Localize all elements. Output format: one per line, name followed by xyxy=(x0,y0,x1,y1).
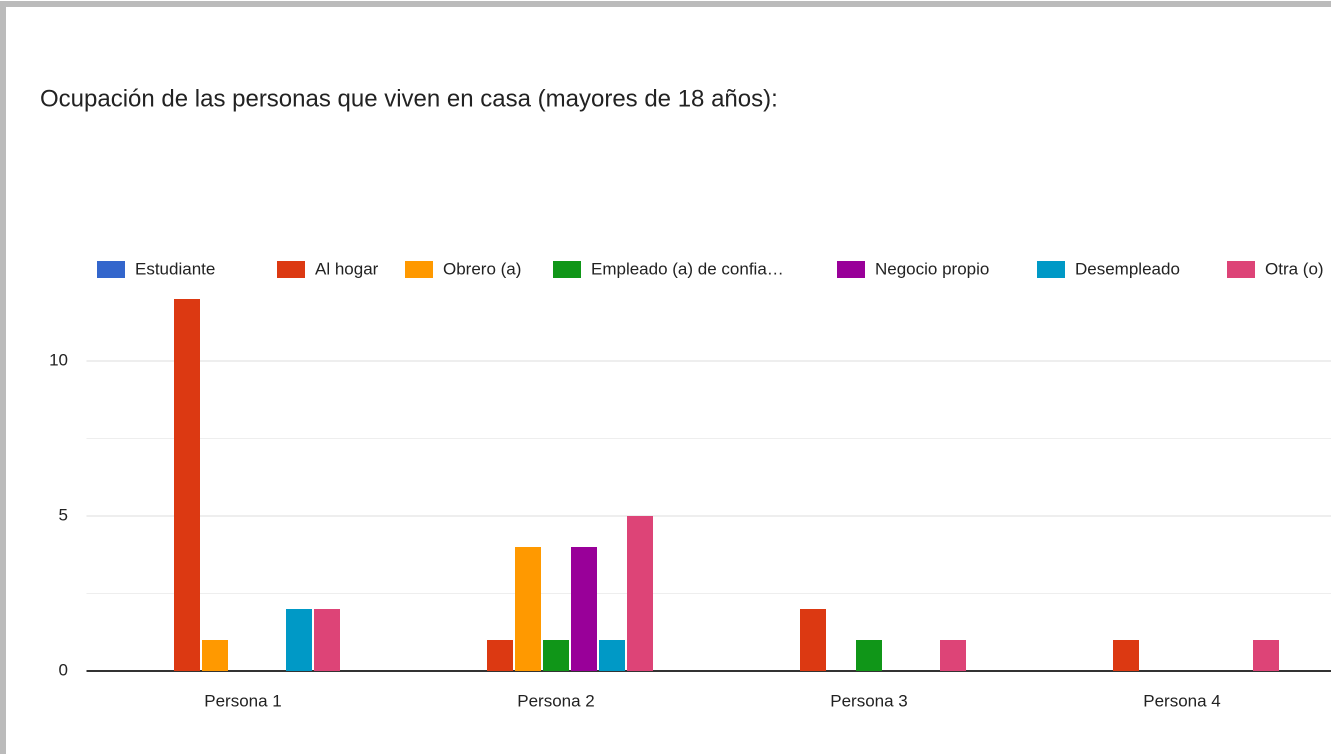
bar xyxy=(1113,640,1139,671)
bar xyxy=(800,609,826,671)
bar xyxy=(543,640,569,671)
legend-swatch xyxy=(405,261,433,278)
legend-label: Empleado (a) de confia… xyxy=(591,259,784,278)
y-tick-label: 10 xyxy=(49,350,68,369)
legend-label: Desempleado xyxy=(1075,259,1180,278)
bar xyxy=(286,609,312,671)
legend-swatch xyxy=(1227,261,1255,278)
x-tick-label: Persona 4 xyxy=(1143,691,1221,710)
bar xyxy=(599,640,625,671)
legend-swatch xyxy=(553,261,581,278)
bar xyxy=(940,640,966,671)
bar xyxy=(1253,640,1279,671)
chart-title: Ocupación de las personas que viven en c… xyxy=(40,85,778,112)
legend-swatch xyxy=(837,261,865,278)
legend-swatch xyxy=(97,261,125,278)
bar xyxy=(314,609,340,671)
bar xyxy=(202,640,228,671)
legend-swatch xyxy=(277,261,305,278)
x-tick-label: Persona 2 xyxy=(517,691,595,710)
y-tick-label: 0 xyxy=(59,660,68,679)
legend-label: Obrero (a) xyxy=(443,259,521,278)
x-tick-label: Persona 3 xyxy=(830,691,908,710)
legend-swatch xyxy=(1037,261,1065,278)
legend-label: Otra (o) xyxy=(1265,259,1324,278)
y-tick-label: 5 xyxy=(59,505,68,524)
bar xyxy=(627,516,653,671)
bar xyxy=(571,547,597,671)
bar xyxy=(174,299,200,671)
legend-label: Al hogar xyxy=(315,259,379,278)
bar xyxy=(515,547,541,671)
legend-label: Estudiante xyxy=(135,259,215,278)
legend-label: Negocio propio xyxy=(875,259,989,278)
bar xyxy=(487,640,513,671)
x-tick-label: Persona 1 xyxy=(204,691,282,710)
bar xyxy=(856,640,882,671)
